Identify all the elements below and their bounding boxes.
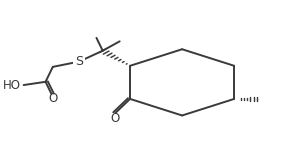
Text: O: O [48,92,57,105]
Text: O: O [111,112,120,125]
Text: S: S [75,55,83,68]
Text: HO: HO [3,79,21,92]
